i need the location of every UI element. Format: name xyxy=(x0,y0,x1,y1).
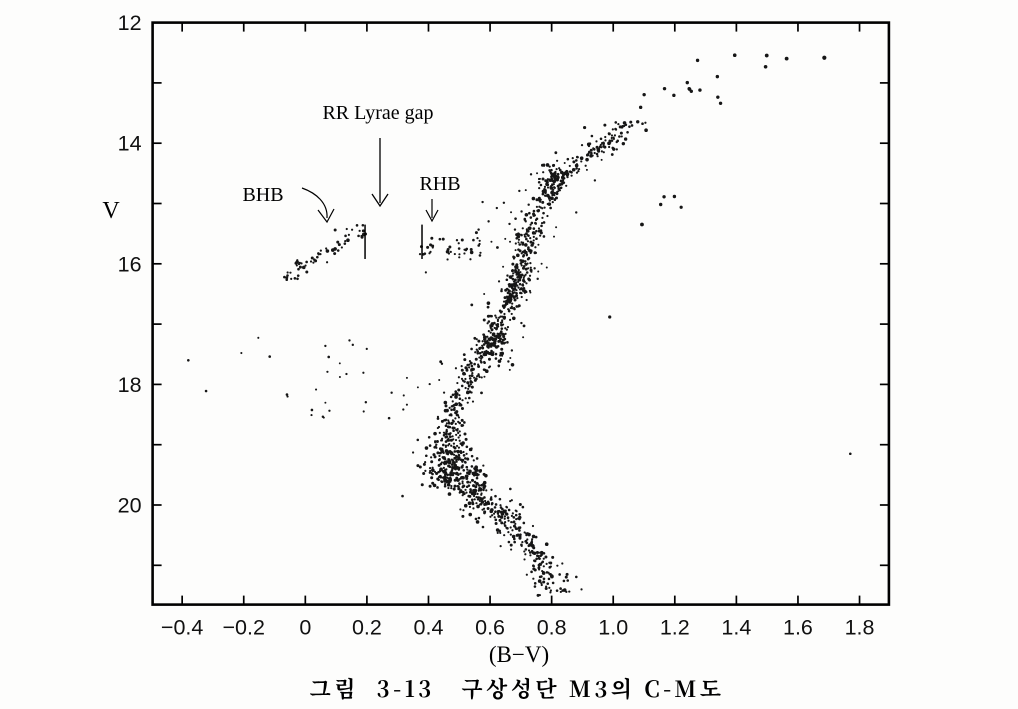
svg-text:12: 12 xyxy=(118,11,142,35)
svg-text:0.4: 0.4 xyxy=(414,616,444,640)
svg-text:(B−V): (B−V) xyxy=(489,642,549,667)
svg-text:BHB: BHB xyxy=(242,184,283,206)
svg-text:0.8: 0.8 xyxy=(537,616,567,640)
svg-text:14: 14 xyxy=(118,132,142,156)
svg-text:0: 0 xyxy=(299,616,311,640)
svg-text:18: 18 xyxy=(118,373,142,397)
svg-text:그림 3-13 구상성단 M3의 C-M도: 그림 3-13 구상성단 M3의 C-M도 xyxy=(310,673,725,704)
svg-text:1.0: 1.0 xyxy=(598,616,628,640)
svg-text:RHB: RHB xyxy=(419,173,460,195)
svg-text:1.2: 1.2 xyxy=(660,616,690,640)
svg-text:RR Lyrae gap: RR Lyrae gap xyxy=(322,102,433,124)
svg-text:1.6: 1.6 xyxy=(783,616,813,640)
svg-text:1.4: 1.4 xyxy=(721,616,751,640)
svg-text:0.2: 0.2 xyxy=(352,616,382,640)
svg-text:20: 20 xyxy=(118,494,142,518)
svg-text:−0.2: −0.2 xyxy=(223,616,265,640)
svg-text:16: 16 xyxy=(118,252,142,276)
svg-text:−0.4: −0.4 xyxy=(161,616,203,640)
svg-text:V: V xyxy=(102,198,120,224)
svg-text:0.6: 0.6 xyxy=(475,616,505,640)
svg-text:1.8: 1.8 xyxy=(845,616,875,640)
